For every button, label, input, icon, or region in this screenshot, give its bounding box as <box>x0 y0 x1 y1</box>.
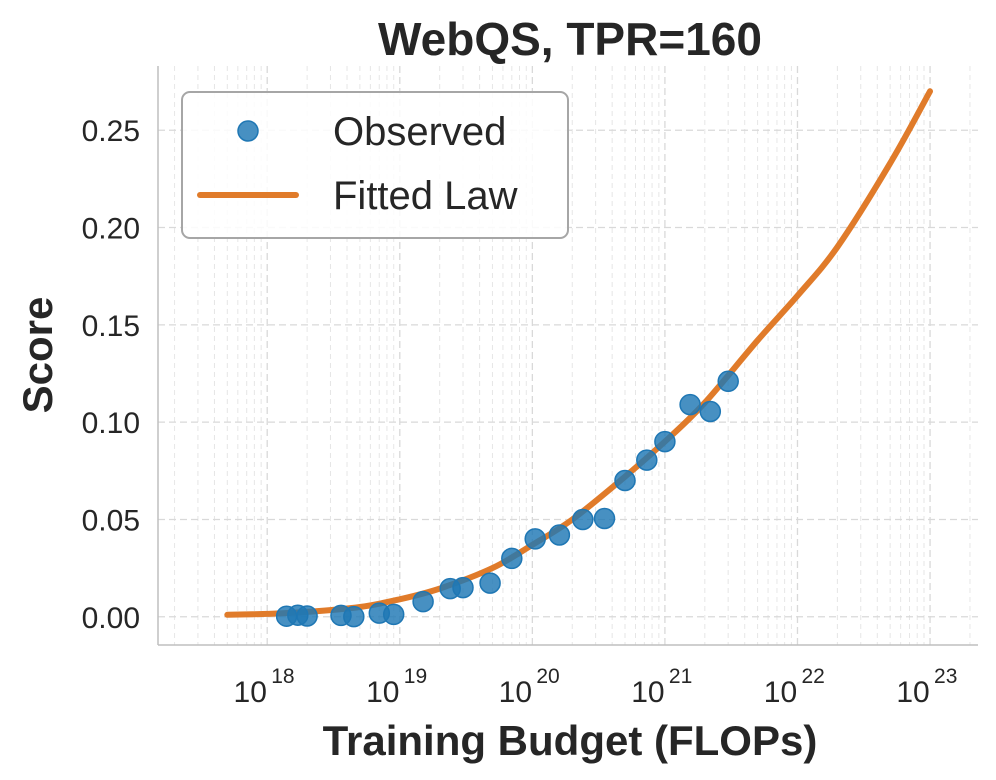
y-tick-labels: 0.00 0.05 0.10 0.15 0.20 0.25 <box>82 115 140 635</box>
y-axis-label: Score <box>14 297 61 414</box>
observed-series <box>275 370 739 628</box>
legend-fitted-law-label: Fitted Law <box>333 174 518 218</box>
chart-title: WebQS, TPR=160 <box>378 13 762 65</box>
y-tick-label: 0.15 <box>82 310 140 343</box>
observed-point <box>412 590 434 613</box>
y-tick-label: 0.25 <box>82 115 140 148</box>
x-tick-label: 10 <box>234 676 267 709</box>
x-tick-label: 10 <box>366 676 399 709</box>
observed-point <box>636 449 658 471</box>
legend-observed-label: Observed <box>333 110 506 154</box>
observed-point <box>479 572 501 594</box>
x-tick-label: 10 <box>764 676 797 709</box>
x-tick-exponent: 18 <box>271 665 294 688</box>
x-tick-exponent: 21 <box>669 665 692 688</box>
x-tick-label: 10 <box>631 676 664 709</box>
axis-spines <box>157 66 978 646</box>
legend-observed-marker <box>237 120 259 142</box>
y-tick-label: 0.00 <box>82 602 140 635</box>
observed-point <box>614 469 636 492</box>
observed-point <box>572 508 594 531</box>
x-axis-label: Training Budget (FLOPs) <box>323 717 818 764</box>
observed-point <box>717 370 739 393</box>
x-tick-labels: 10 18 10 19 10 20 10 21 10 22 10 23 <box>234 665 958 709</box>
observed-point <box>593 507 616 530</box>
y-tick-label: 0.20 <box>82 213 140 246</box>
observed-point <box>679 393 701 416</box>
observed-point <box>296 605 318 627</box>
x-tick-exponent: 23 <box>934 665 957 688</box>
legend-box <box>181 91 569 239</box>
x-tick-exponent: 22 <box>801 665 824 688</box>
observed-point <box>501 547 523 570</box>
observed-point <box>548 524 571 546</box>
legend: Observed Fitted Law <box>181 91 569 239</box>
y-tick-label: 0.05 <box>82 504 140 537</box>
observed-point <box>452 576 474 599</box>
x-tick-label: 10 <box>896 676 929 709</box>
y-tick-label: 0.10 <box>82 407 140 440</box>
observed-point <box>382 603 405 626</box>
observed-point <box>343 605 365 628</box>
x-tick-exponent: 20 <box>536 665 559 688</box>
observed-point <box>654 430 676 453</box>
x-tick-label: 10 <box>499 676 532 709</box>
observed-point <box>524 528 546 550</box>
x-tick-exponent: 19 <box>404 665 427 688</box>
observed-point <box>699 400 722 423</box>
